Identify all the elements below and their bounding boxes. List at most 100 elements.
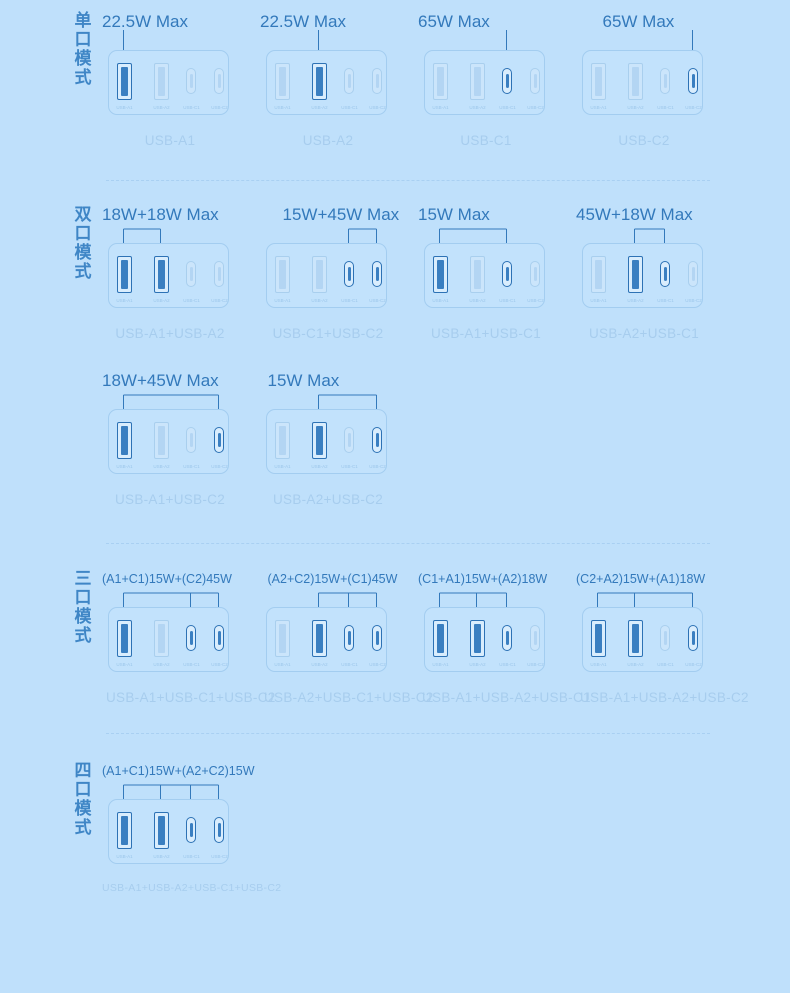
mode-label: 三口模式 <box>74 569 92 646</box>
port-combination-label: USB-A1 <box>144 133 196 148</box>
port-combination-label: USB-A2 <box>302 133 354 148</box>
power-rating: 15W+45W Max <box>282 205 400 224</box>
power-rating: 65W Max <box>418 12 490 31</box>
usb-c-port-icon <box>505 74 509 88</box>
port-label: USB-A1 <box>116 105 133 110</box>
usb-a-port-icon <box>121 816 128 845</box>
usb-c-port-active <box>660 261 670 287</box>
port-label: USB-C1 <box>499 298 516 303</box>
usb-a-port-icon <box>632 260 639 289</box>
usb-a-port <box>591 63 606 100</box>
usb-a-port-active <box>628 256 643 293</box>
port-label: USB-A1 <box>432 105 449 110</box>
usb-c-port <box>186 427 196 453</box>
power-rating: 45W+18W Max <box>576 205 693 224</box>
port-label: USB-C2 <box>211 298 228 303</box>
usb-a-port <box>470 256 485 293</box>
usb-a-port-icon <box>437 260 444 289</box>
port-label: USB-C2 <box>527 662 544 667</box>
usb-a-port-active <box>117 422 132 459</box>
port-combination-label: USB-A2+USB-C2 <box>272 492 384 507</box>
usb-c-port <box>530 625 540 651</box>
power-rating: (C1+A1)15W+(A2)18W <box>418 572 548 586</box>
port-label: USB-A2 <box>311 662 328 667</box>
usb-c-port-icon <box>189 267 193 281</box>
usb-a-port-icon <box>437 624 444 653</box>
section-divider <box>106 180 710 181</box>
usb-a-port-icon <box>632 67 639 96</box>
port-label: USB-C2 <box>369 662 386 667</box>
charger-front-panel: USB-A1 USB-A2 USB-C1 USB-C2 <box>424 607 545 672</box>
port-label: USB-C2 <box>369 105 386 110</box>
port-label: USB-C1 <box>657 298 674 303</box>
usb-c-port-icon <box>533 74 537 88</box>
usb-a-port-icon <box>121 426 128 455</box>
usb-a-port <box>275 63 290 100</box>
port-label: USB-A2 <box>311 105 328 110</box>
usb-a-port-active <box>117 256 132 293</box>
power-rating: 15W Max <box>267 371 340 390</box>
usb-a-port-icon <box>121 67 128 96</box>
charger-front-panel: USB-A1 USB-A2 USB-C1 USB-C2 <box>108 409 229 474</box>
charger-front-panel: USB-A1 USB-A2 USB-C1 USB-C2 <box>266 607 387 672</box>
usb-c-port-icon <box>505 267 509 281</box>
usb-a-port-active <box>117 812 132 849</box>
power-rating: 22.5W Max <box>260 12 346 31</box>
usb-a-port-icon <box>121 260 128 289</box>
usb-c-port-icon <box>375 267 379 281</box>
port-combination-label: USB-A2+USB-C1 <box>588 326 700 341</box>
port-label: USB-C2 <box>527 105 544 110</box>
usb-c-port-icon <box>217 267 221 281</box>
port-label: USB-C2 <box>369 464 386 469</box>
port-combination-card: 65W Max USB-A1 USB-A2 USB-C1 USB-C2 USB-C2 <box>580 12 740 172</box>
port-combination-label: USB-A2+USB-C1+USB-C2 <box>264 690 434 705</box>
usb-c-port-icon <box>217 433 221 447</box>
usb-c-port-active <box>372 261 382 287</box>
usb-a-port <box>591 256 606 293</box>
port-label: USB-C1 <box>183 105 200 110</box>
port-combination-card: 45W+18W Max USB-A1 USB-A2 USB-C1 USB-C2 USB-A… <box>576 205 740 365</box>
usb-c-port-active <box>214 817 224 843</box>
port-label: USB-A2 <box>153 105 170 110</box>
usb-a-port-active <box>312 422 327 459</box>
charger-front-panel: USB-A1 USB-A2 USB-C1 USB-C2 <box>582 50 703 115</box>
usb-a-port-active <box>154 812 169 849</box>
power-rating: 18W+45W Max <box>102 371 219 390</box>
port-label: USB-A2 <box>469 298 486 303</box>
usb-c-port-icon <box>663 631 667 645</box>
usb-a-port-icon <box>474 67 481 96</box>
usb-c-port-active <box>502 625 512 651</box>
port-combination-card: (A1+C1)15W+(C2)45W USB-A1 USB-A2 USB-C1 USB-… <box>102 569 275 729</box>
usb-a-port <box>275 620 290 657</box>
power-rating: 22.5W Max <box>102 12 188 31</box>
usb-c-port-active <box>372 625 382 651</box>
usb-a-port-icon <box>316 426 323 455</box>
charger-front-panel: USB-A1 USB-A2 USB-C1 USB-C2 <box>582 243 703 308</box>
port-label: USB-C1 <box>657 105 674 110</box>
usb-a-port <box>433 63 448 100</box>
port-label: USB-A2 <box>311 464 328 469</box>
usb-c-port-icon <box>505 631 509 645</box>
port-label: USB-C2 <box>211 854 228 859</box>
port-label: USB-C1 <box>341 298 358 303</box>
usb-a-port-icon <box>595 624 602 653</box>
usb-c-port <box>214 261 224 287</box>
usb-a-port-active <box>117 620 132 657</box>
usb-a-port-icon <box>279 260 286 289</box>
charger-front-panel: USB-A1 USB-A2 USB-C1 USB-C2 <box>108 607 229 672</box>
power-rating: (A1+C1)15W+(C2)45W <box>102 572 232 586</box>
port-label: USB-A1 <box>116 662 133 667</box>
port-label: USB-C1 <box>183 662 200 667</box>
charger-front-panel: USB-A1 USB-A2 USB-C1 USB-C2 <box>266 409 387 474</box>
usb-a-port-icon <box>279 624 286 653</box>
charger-front-panel: USB-A1 USB-A2 USB-C1 USB-C2 <box>108 243 229 308</box>
usb-c-port-icon <box>189 74 193 88</box>
port-label: USB-A2 <box>153 854 170 859</box>
usb-a-port <box>275 256 290 293</box>
port-label: USB-A1 <box>116 854 133 859</box>
charger-front-panel: USB-A1 USB-A2 USB-C1 USB-C2 <box>424 50 545 115</box>
usb-c-port <box>186 261 196 287</box>
port-label: USB-C2 <box>369 298 386 303</box>
usb-c-port-active <box>186 625 196 651</box>
usb-c-port-icon <box>217 631 221 645</box>
